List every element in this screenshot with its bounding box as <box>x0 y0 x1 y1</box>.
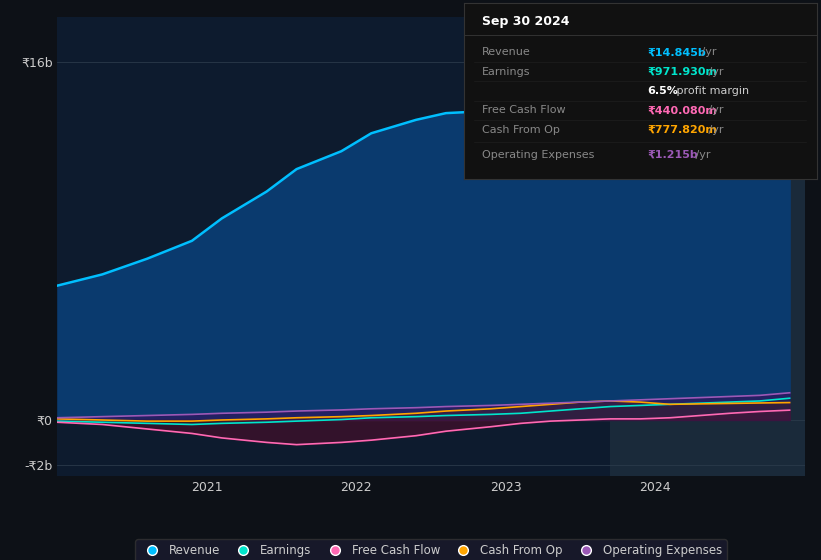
Text: /yr: /yr <box>704 105 723 115</box>
Text: /yr: /yr <box>704 67 723 77</box>
Text: /yr: /yr <box>704 125 723 135</box>
Bar <box>610 17 805 476</box>
Text: Operating Expenses: Operating Expenses <box>481 150 594 160</box>
Text: ₹440.080m: ₹440.080m <box>648 105 718 115</box>
Text: /yr: /yr <box>692 150 710 160</box>
Text: 6.5%: 6.5% <box>648 86 678 96</box>
Text: ₹1.215b: ₹1.215b <box>648 150 698 160</box>
Text: ₹777.820m: ₹777.820m <box>648 125 718 135</box>
Text: ₹971.930m: ₹971.930m <box>648 67 718 77</box>
Text: Sep 30 2024: Sep 30 2024 <box>481 15 569 28</box>
Text: ₹14.845b: ₹14.845b <box>648 47 706 57</box>
Text: /yr: /yr <box>699 47 717 57</box>
Legend: Revenue, Earnings, Free Cash Flow, Cash From Op, Operating Expenses: Revenue, Earnings, Free Cash Flow, Cash … <box>135 539 727 560</box>
Text: profit margin: profit margin <box>673 86 749 96</box>
Text: Free Cash Flow: Free Cash Flow <box>481 105 565 115</box>
Text: Earnings: Earnings <box>481 67 530 77</box>
Text: Revenue: Revenue <box>481 47 530 57</box>
Text: Cash From Op: Cash From Op <box>481 125 559 135</box>
